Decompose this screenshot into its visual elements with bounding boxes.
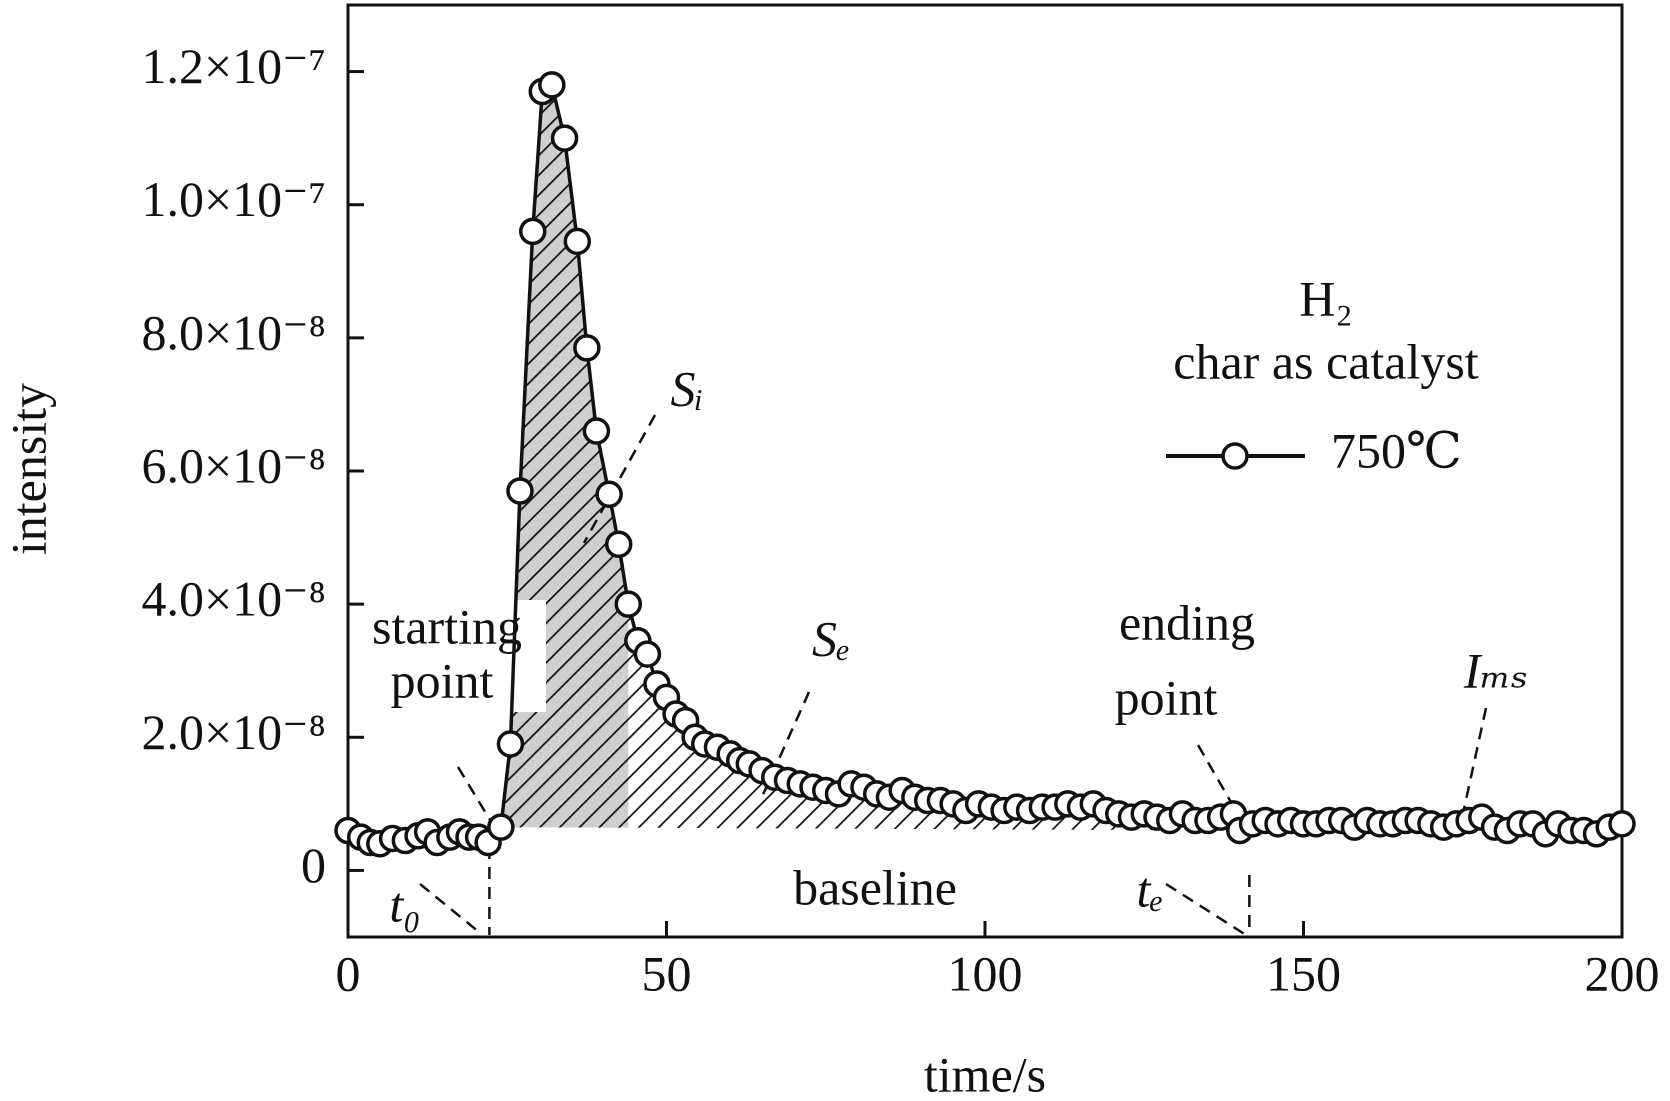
annotation: Sᵢ	[671, 360, 704, 416]
x-axis-label: time/s	[924, 1046, 1046, 1101]
y-tick-label: 6.0×10⁻⁸	[141, 437, 326, 493]
y-tick-label: 4.0×10⁻⁸	[141, 571, 326, 627]
annotation-arrow	[1462, 707, 1488, 810]
data-point	[496, 730, 525, 758]
x-tick-label: 150	[1266, 945, 1341, 1001]
marker-label: t₀	[389, 876, 420, 932]
y-axis-label: intensity	[0, 383, 56, 555]
legend-marker	[1221, 442, 1249, 470]
data-point	[506, 477, 534, 505]
data-point	[563, 227, 592, 256]
annotation: ending	[1119, 594, 1255, 650]
legend-label: 750℃	[1331, 422, 1462, 478]
data-point	[538, 71, 566, 99]
annotation: point	[391, 652, 494, 708]
annotation: starting	[372, 598, 522, 654]
y-tick-label: 1.0×10⁻⁷	[141, 171, 326, 227]
x-tick-label: 0	[336, 945, 361, 1001]
x-tick-label: 100	[948, 945, 1023, 1001]
annotation-arrow	[1165, 882, 1247, 937]
annotation-arrow	[419, 883, 480, 933]
annotation-arrow	[456, 766, 492, 821]
data-point	[604, 530, 633, 558]
data-point	[518, 217, 547, 246]
annotation: baseline	[793, 859, 957, 915]
annotation-arrow	[1196, 744, 1237, 810]
annotation: Sₑ	[812, 610, 850, 666]
y-tick-label: 8.0×10⁻⁸	[141, 304, 326, 360]
data-point	[633, 640, 662, 668]
data-point	[582, 417, 611, 445]
y-tick-label: 2.0×10⁻⁸	[141, 704, 326, 760]
data-point	[550, 124, 579, 152]
annotation-arrow	[582, 414, 657, 544]
area-hatch	[500, 84, 1240, 831]
legend-title: H₂	[1299, 270, 1353, 326]
data-point	[1608, 810, 1636, 838]
annotation: point	[1115, 669, 1218, 725]
data-point	[573, 334, 601, 362]
x-tick-label: 200	[1585, 945, 1660, 1001]
x-tick-label: 50	[642, 945, 692, 1001]
marker-label: tₑ	[1136, 861, 1163, 917]
y-tick-label: 1.2×10⁻⁷	[141, 38, 326, 94]
y-tick-label: 0	[301, 837, 326, 893]
data-point	[487, 813, 515, 841]
data-point	[595, 480, 623, 509]
data-point	[614, 590, 643, 618]
legend-subtitle: char as catalyst	[1173, 333, 1479, 389]
annotation: Iₘₛ	[1463, 642, 1528, 698]
